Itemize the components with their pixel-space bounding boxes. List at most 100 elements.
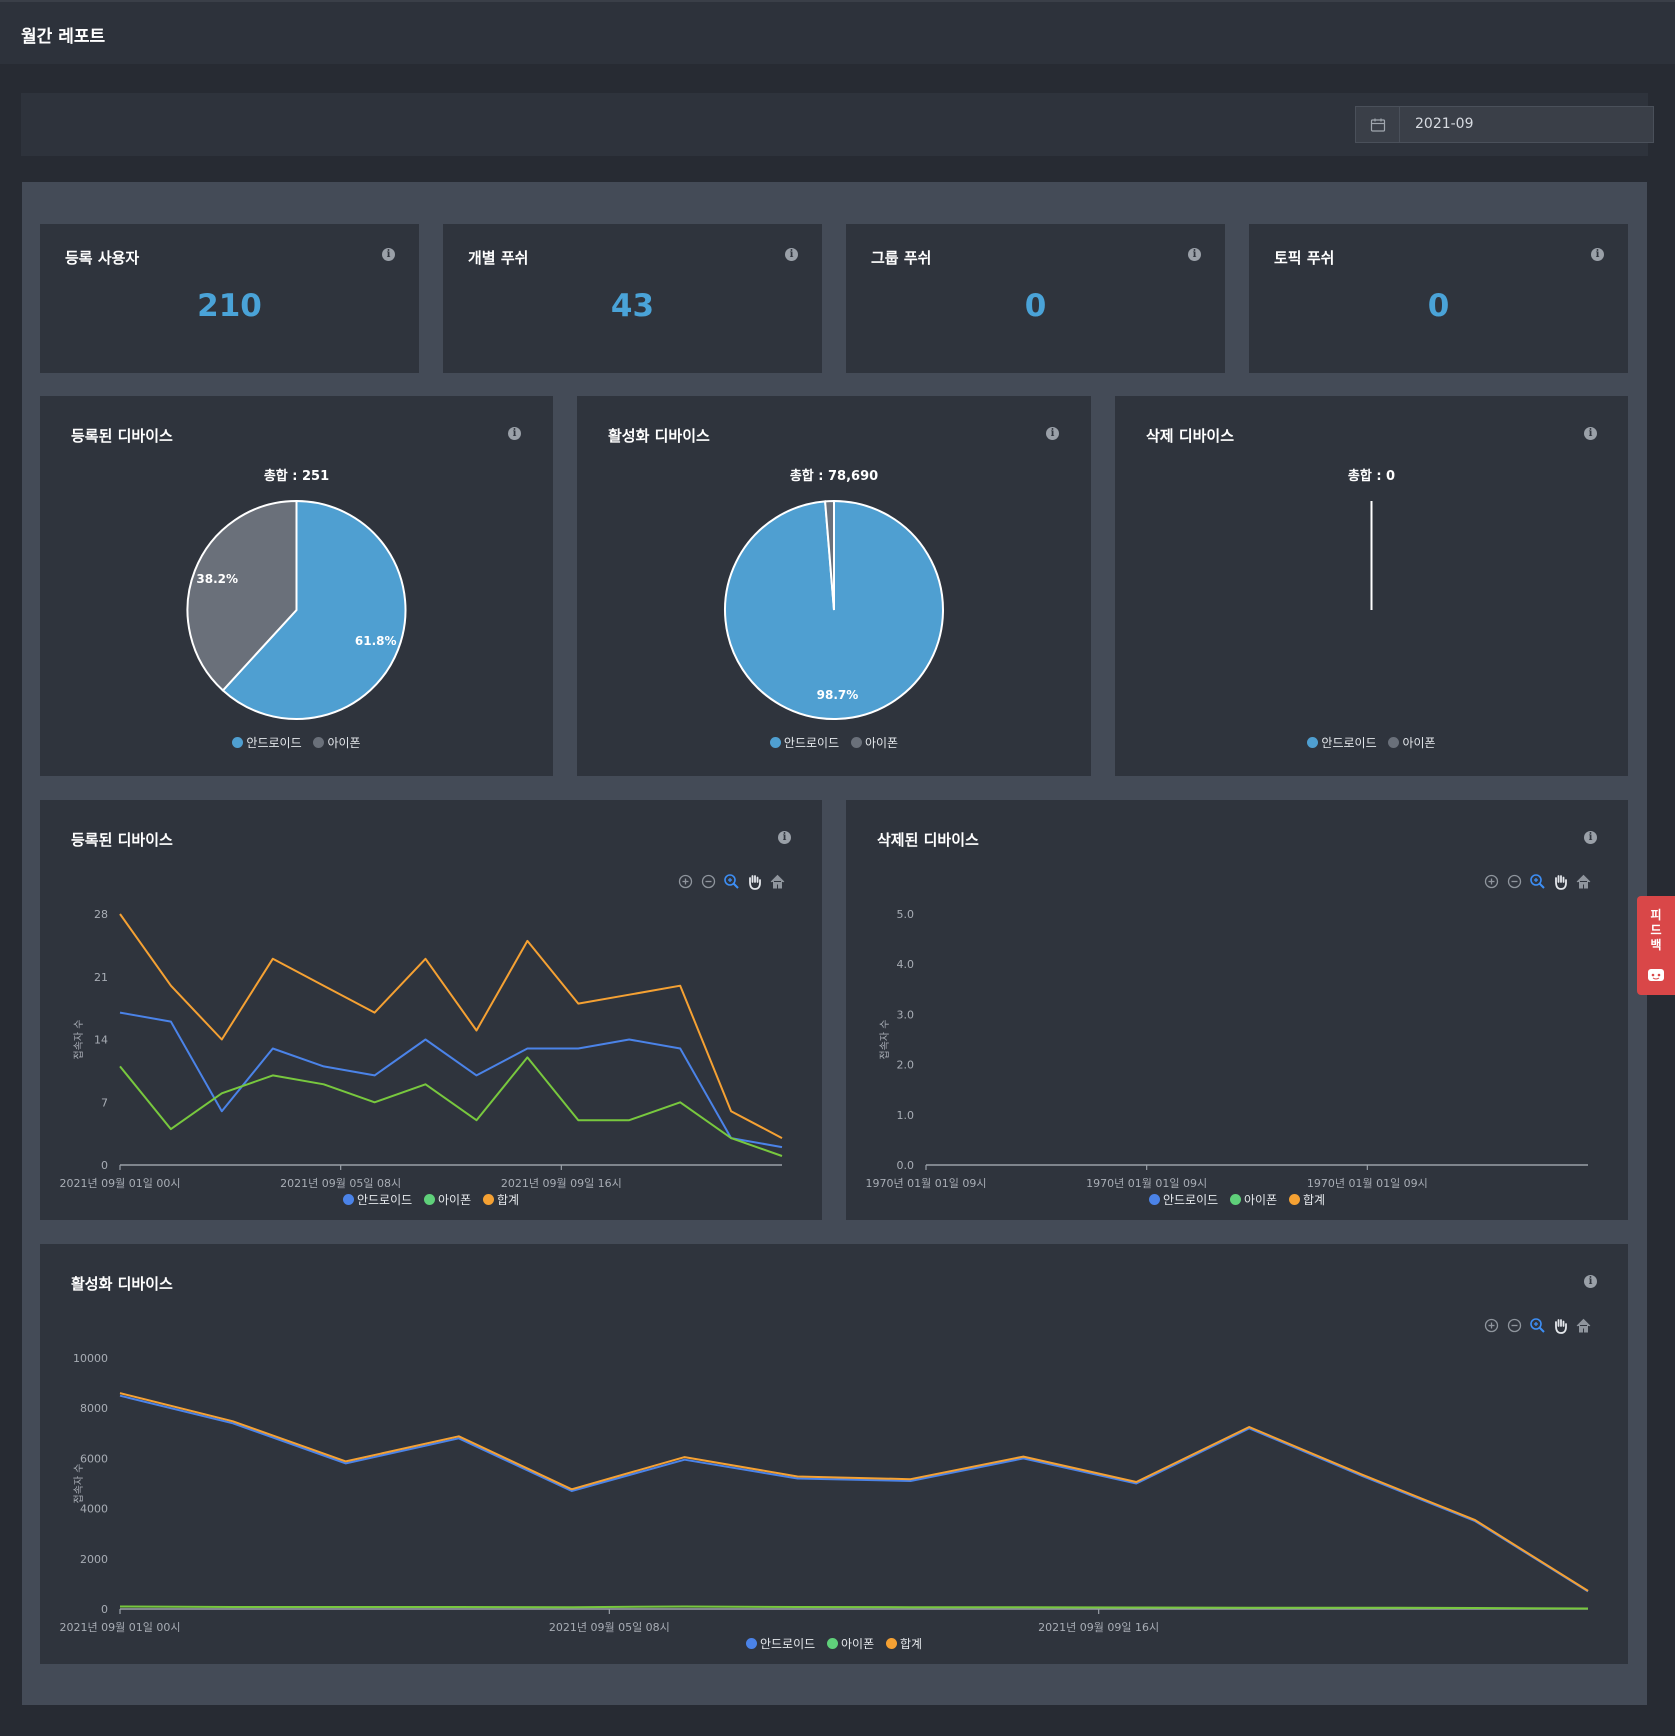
info-icon[interactable]: i (1584, 831, 1597, 844)
card-title: 활성화 디바이스 (608, 427, 710, 445)
stat-value: 210 (197, 288, 262, 324)
x-tick-label: 1970년 01월 01일 09시 (1086, 1176, 1207, 1190)
pie-slice-android[interactable] (724, 499, 944, 720)
reset-home-icon[interactable] (769, 873, 786, 890)
info-icon[interactable]: i (508, 427, 521, 440)
zoom-in-icon[interactable] (1483, 1317, 1500, 1334)
chat-icon (1648, 969, 1664, 981)
zoom-in-icon[interactable] (677, 873, 694, 890)
chart-toolbar (1483, 873, 1592, 890)
series-line-android[interactable] (119, 1011, 783, 1149)
pan-hand-icon[interactable] (1552, 873, 1569, 890)
pan-hand-icon[interactable] (1552, 1317, 1569, 1334)
stat-value: 0 (1427, 288, 1450, 324)
y-axis-label: 접속자 수 (73, 1020, 85, 1060)
line-legend: 안드로이드 아이폰 합계 (40, 1191, 822, 1208)
zoom-out-icon[interactable] (700, 873, 717, 890)
info-icon[interactable]: i (1584, 1275, 1597, 1288)
stat-label: 그룹 푸쉬 (871, 249, 932, 267)
pan-hand-icon[interactable] (746, 873, 763, 890)
legend-item-iphone[interactable]: 아이폰 (1388, 734, 1436, 751)
pie-slice-android[interactable] (221, 499, 407, 720)
info-icon[interactable]: i (1584, 427, 1597, 440)
info-icon[interactable]: i (778, 831, 791, 844)
info-icon[interactable]: i (1046, 427, 1059, 440)
stat-value: 0 (1024, 288, 1047, 324)
zoom-out-icon[interactable] (1506, 873, 1523, 890)
month-picker[interactable]: 2021-09 (1355, 106, 1654, 143)
feedback-button[interactable]: 피드백 (1637, 896, 1675, 995)
legend-item-android[interactable]: 안드로이드 (745, 1635, 815, 1652)
legend-item-iphone[interactable]: 아이폰 (313, 734, 361, 751)
month-value[interactable]: 2021-09 (1415, 116, 1474, 132)
pie-slice-android-label: 61.8% (355, 634, 397, 648)
card-title: 활성화 디바이스 (71, 1275, 173, 1293)
y-tick-label: 10000 (73, 1352, 108, 1365)
y-tick-label: 4.0 (897, 958, 915, 971)
info-icon[interactable]: i (382, 248, 395, 261)
card-title: 등록된 디바이스 (71, 427, 173, 445)
stat-value: 43 (610, 288, 655, 324)
pie-slice-android-label: 98.7% (817, 688, 859, 702)
line-chart: 0 7 14 21 28 접속자 수 2021년 09월 01일 00시 2021년 09월 … (60, 908, 783, 1190)
legend-item-total[interactable]: 합계 (482, 1191, 519, 1208)
legend-item-total[interactable]: 합계 (1288, 1191, 1325, 1208)
legend-item-iphone[interactable]: 아이폰 (1229, 1191, 1277, 1208)
stat-card-individual-push: 개별 푸쉬 i 43 (443, 224, 822, 373)
pie-slice-iphone-label: 38.2% (196, 572, 238, 586)
pie-chart: 98.7% (724, 499, 944, 720)
selection-zoom-icon[interactable] (1529, 1317, 1546, 1334)
stat-card-group-push: 그룹 푸쉬 i 0 (846, 224, 1225, 373)
legend-item-android[interactable]: 안드로이드 (1148, 1191, 1218, 1208)
y-tick-label: 1.0 (897, 1109, 915, 1122)
legend-item-android[interactable]: 안드로이드 (1307, 734, 1377, 751)
feedback-label[interactable]: 피드백 (1650, 908, 1662, 952)
stat-label: 등록 사용자 (65, 249, 140, 267)
info-icon[interactable]: i (1188, 248, 1201, 261)
y-tick-label: 3.0 (897, 1008, 915, 1021)
calendar-icon[interactable] (1356, 107, 1400, 142)
stat-label: 토픽 푸쉬 (1274, 249, 1335, 267)
y-tick-label: 0 (101, 1159, 108, 1172)
legend-item-total[interactable]: 합계 (885, 1635, 922, 1652)
pie-legend: 안드로이드 아이폰 (40, 734, 553, 751)
series-line-total[interactable] (119, 913, 783, 1139)
series-line-iphone[interactable] (119, 1605, 1589, 1610)
pie-legend: 안드로이드 아이폰 (1115, 734, 1628, 751)
selection-zoom-icon[interactable] (1529, 873, 1546, 890)
zoom-in-icon[interactable] (1483, 873, 1500, 890)
legend-item-iphone[interactable]: 아이폰 (826, 1635, 874, 1652)
dashboard-content: 등록 사용자 i 210 개별 푸쉬 i 43 그룹 푸쉬 i 0 토픽 푸쉬 … (22, 182, 1647, 1705)
info-icon[interactable]: i (1591, 248, 1604, 261)
pie-slice-iphone[interactable] (824, 499, 835, 611)
legend-item-iphone[interactable]: 아이폰 (423, 1191, 471, 1208)
legend-item-android[interactable]: 안드로이드 (769, 734, 839, 751)
reset-home-icon[interactable] (1575, 873, 1592, 890)
selection-zoom-icon[interactable] (723, 873, 740, 890)
y-tick-label: 7 (101, 1096, 108, 1109)
legend-item-android[interactable]: 안드로이드 (232, 734, 302, 751)
x-tick-label: 2021년 09월 09일 16시 (1038, 1620, 1159, 1634)
y-tick-label: 6000 (80, 1452, 108, 1465)
legend-item-iphone[interactable]: 아이폰 (850, 734, 898, 751)
series-line-total[interactable] (119, 1392, 1589, 1592)
legend-item-android[interactable]: 안드로이드 (342, 1191, 412, 1208)
series-line-iphone[interactable] (119, 1056, 783, 1157)
y-tick-label: 8000 (80, 1402, 108, 1415)
x-tick-label: 2021년 09월 01일 00시 (60, 1176, 181, 1190)
y-axis-label: 접속자 수 (879, 1020, 891, 1060)
pie-legend: 안드로이드 아이폰 (577, 734, 1091, 751)
pie-slice-iphone[interactable] (186, 499, 298, 692)
zoom-out-icon[interactable] (1506, 1317, 1523, 1334)
reset-home-icon[interactable] (1575, 1317, 1592, 1334)
y-tick-label: 5.0 (897, 908, 915, 921)
line-legend: 안드로이드 아이폰 합계 (846, 1191, 1628, 1208)
pie-total: 총합 : 251 (263, 469, 330, 484)
y-tick-label: 2.0 (897, 1059, 915, 1072)
top-bar: 월간 레포트 (0, 0, 1675, 64)
series-line-android[interactable] (119, 1394, 1589, 1593)
info-icon[interactable]: i (785, 248, 798, 261)
pie-chart: 61.8% 38.2% (186, 499, 407, 720)
card-title: 삭제 디바이스 (1146, 427, 1235, 445)
chart-toolbar (1483, 1317, 1592, 1334)
